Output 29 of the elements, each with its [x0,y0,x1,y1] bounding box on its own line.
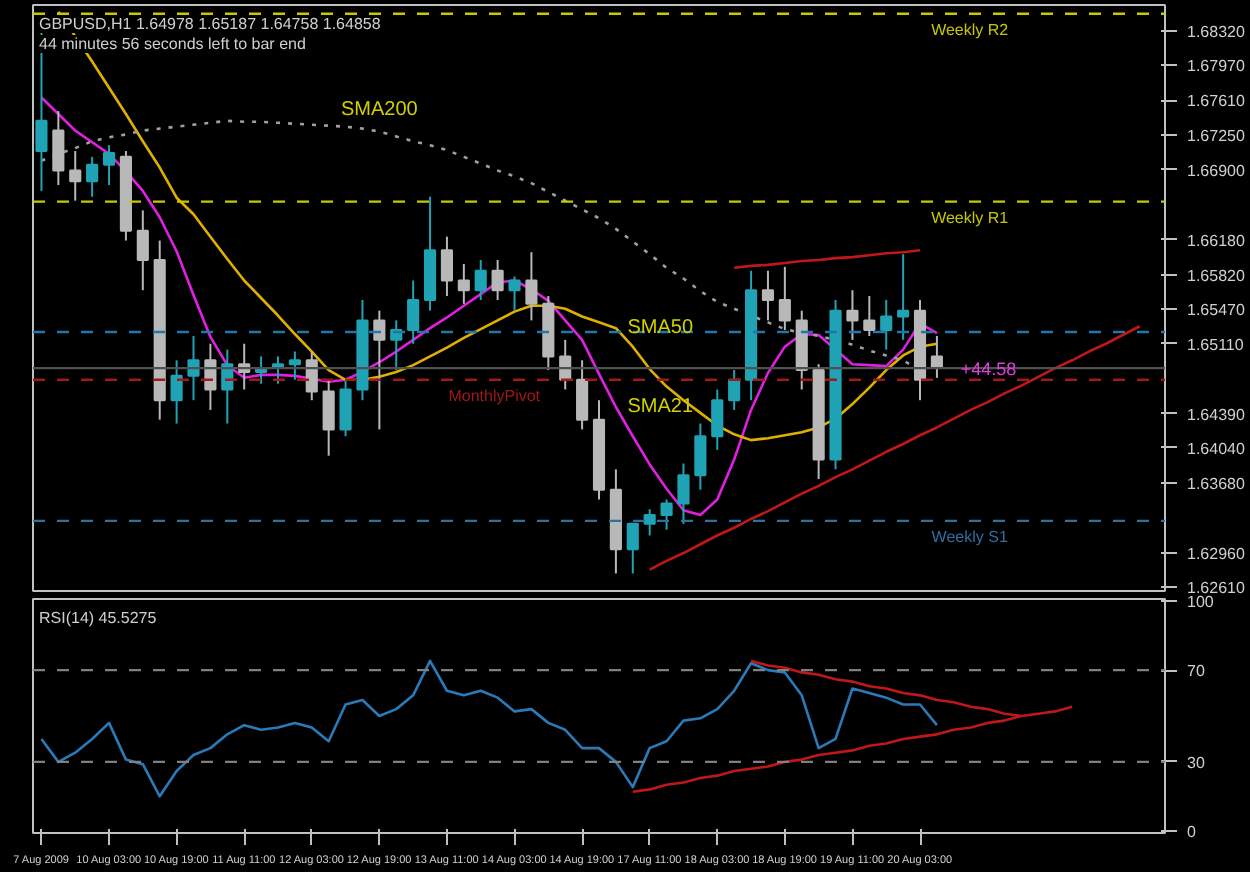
y-tick-label: 1.62610 [1187,579,1246,598]
y-tick-label: 1.65110 [1187,335,1245,354]
series-label: SMA50 [627,317,694,340]
y-tick-label: 1.66900 [1187,161,1246,180]
y-tick-label: 1.67250 [1187,127,1246,146]
ref-line-label: Weekly R2 [931,20,1010,39]
series-label: SMA21 [627,396,694,419]
annotation: +44.58 [960,359,1017,380]
y-tick-label: 70 [1187,662,1206,681]
y-tick-label: 1.66180 [1187,231,1246,250]
y-tick-label: 1.64040 [1187,439,1246,458]
y-tick-label: 0 [1187,822,1197,841]
ref-line-label: MonthlyPivot [448,386,542,405]
ref-line-label: Weekly R1 [931,208,1010,227]
y-tick-label: 1.68320 [1187,23,1246,42]
series-label: SMA200 [341,98,419,121]
y-tick-label: 1.63680 [1187,474,1246,493]
text: 44 minutes 56 seconds left to bar end [39,35,306,53]
ref-line-label: Weekly S1 [931,527,1009,546]
text: GBPUSD,H1 1.64978 1.65187 1.64758 1.64858 [39,15,382,33]
text: RSI(14) 45.5275 [39,609,158,627]
y-tick-label: 30 [1187,753,1206,772]
y-tick-label: 1.67970 [1187,57,1246,76]
y-tick-label: 1.65820 [1187,266,1246,285]
y-tick-label: 100 [1187,593,1215,612]
y-tick-label: 1.65470 [1187,300,1246,319]
y-tick-label: 1.62960 [1187,545,1246,564]
y-tick-label: 1.64390 [1187,405,1246,424]
y-tick-label: 1.67610 [1187,92,1246,111]
